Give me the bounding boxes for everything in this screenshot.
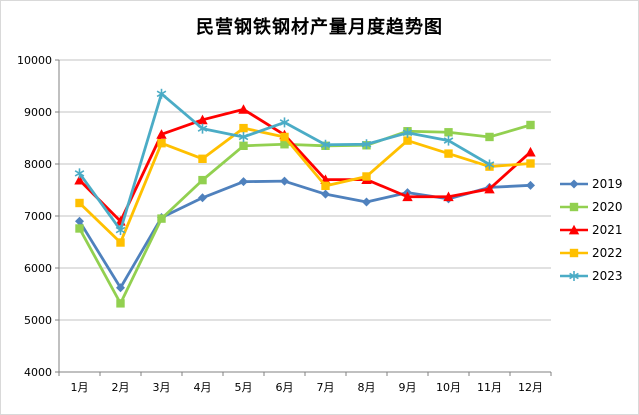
series-2021-marker	[484, 183, 495, 194]
series-2023-marker	[484, 159, 495, 170]
series-2019-marker	[198, 193, 207, 203]
series-2021-line	[78, 108, 532, 223]
series-2020-marker	[116, 299, 125, 308]
series-2022-marker	[75, 198, 84, 208]
series-2023-marker	[156, 88, 167, 99]
y-axis-label: 8000	[24, 158, 52, 171]
series-2023-marker	[443, 135, 454, 146]
y-axis-label: 10000	[17, 54, 52, 67]
series-2022-marker	[362, 172, 371, 181]
series-2020-marker	[485, 132, 494, 142]
series-2023-line	[78, 92, 491, 232]
series-2021-marker	[402, 191, 413, 202]
series-2020-marker	[157, 214, 166, 223]
series-2020-marker	[444, 128, 453, 137]
y-axis-label: 7000	[24, 210, 52, 223]
series-2023-marker	[361, 139, 372, 150]
series-2019-marker	[526, 180, 535, 190]
series-2019-marker	[321, 189, 330, 199]
series-2023-marker	[115, 225, 126, 236]
series-2022-marker	[444, 149, 453, 158]
legend-label: 2019	[592, 176, 623, 191]
series-2022-marker	[239, 123, 248, 133]
series-2020-marker	[280, 140, 289, 149]
series-2020-marker	[75, 224, 84, 233]
x-axis-label: 1月	[71, 381, 89, 394]
legend-marker-glyph	[568, 224, 580, 234]
x-axis-label: 12月	[518, 381, 543, 394]
series-2023-marker	[197, 123, 208, 134]
legend-marker-glyph	[569, 179, 579, 188]
legend-item-2020: 2020	[559, 195, 637, 218]
series-2019-marker	[280, 176, 289, 186]
series-2021-marker	[156, 129, 167, 139]
series-2019-line	[78, 179, 532, 290]
y-axis-label: 6000	[24, 262, 52, 275]
legend-marker-triangle-icon	[560, 224, 588, 234]
legend-item-2022: 2022	[559, 241, 637, 264]
series-2022-marker	[280, 132, 289, 142]
series-2019-marker	[75, 216, 84, 226]
series-2022-marker	[526, 159, 535, 168]
y-axis-label: 9000	[24, 106, 52, 119]
x-axis-label: 6月	[276, 381, 294, 394]
x-axis-label: 10月	[436, 381, 461, 394]
x-axis-label: 8月	[358, 381, 376, 394]
series-2023-marker	[238, 131, 249, 142]
legend-marker-glyph	[569, 202, 579, 211]
x-axis-label: 5月	[235, 381, 253, 394]
x-axis-label: 7月	[317, 381, 335, 394]
series-2019-marker	[239, 177, 248, 187]
x-axis-label: 3月	[153, 381, 171, 394]
series-2019-marker	[116, 283, 125, 293]
series-2020-marker	[526, 120, 535, 130]
x-axis-label: 4月	[194, 381, 212, 394]
y-axis-label: 4000	[24, 366, 52, 379]
series-2021-marker	[238, 104, 249, 114]
series-2022-marker	[403, 136, 412, 145]
series-2022-marker	[198, 154, 207, 163]
series-2022-marker	[157, 139, 166, 148]
series-2022-marker	[116, 238, 125, 247]
series-2023-marker	[74, 168, 85, 179]
legend-item-2019: 2019	[559, 172, 637, 195]
legend-marker-diamond-icon	[560, 179, 588, 188]
series-2021-marker	[74, 174, 85, 185]
series-2021-marker	[443, 191, 454, 202]
legend-item-2023: 2023	[559, 264, 637, 287]
series-2021-marker	[197, 114, 208, 125]
legend-label: 2022	[592, 245, 623, 260]
legend-item-2021: 2021	[559, 218, 637, 241]
x-axis-label: 9月	[399, 381, 417, 394]
legend-marker-square-icon	[560, 202, 588, 211]
series-2020-marker	[198, 175, 207, 185]
series-2022-line	[78, 126, 532, 244]
x-axis-label: 11月	[477, 381, 502, 394]
chart-title: 民营钢铁钢材产量月度趋势图	[196, 17, 443, 38]
legend-label: 2020	[592, 199, 623, 214]
y-axis-label: 5000	[24, 314, 52, 327]
series-2023-marker	[402, 127, 413, 138]
series-2021-marker	[525, 146, 536, 157]
legend: 2019 2020 2021 2022 2023	[559, 172, 637, 287]
legend-marker-square-icon	[560, 248, 588, 257]
series-2019-marker	[362, 197, 371, 207]
series-2022-marker	[321, 181, 330, 191]
series-2020-marker	[239, 141, 248, 150]
legend-marker-glyph	[569, 270, 579, 281]
legend-label: 2023	[592, 268, 623, 283]
legend-label: 2021	[592, 222, 623, 237]
x-axis-label: 2月	[112, 381, 130, 394]
legend-marker-asterisk-icon	[560, 270, 588, 281]
legend-marker-glyph	[569, 248, 579, 257]
series-2023-marker	[320, 139, 331, 150]
series-2020-line	[78, 123, 532, 305]
series-2023-marker	[279, 117, 290, 128]
